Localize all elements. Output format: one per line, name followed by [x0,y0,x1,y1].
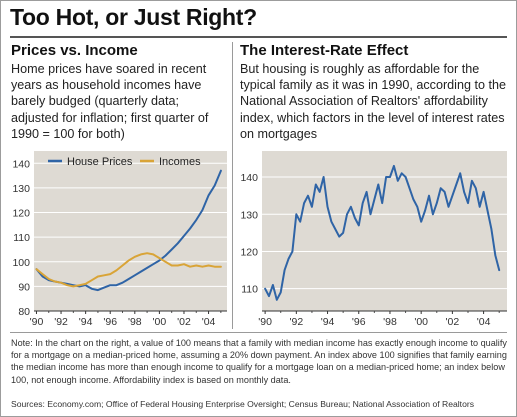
x-tick-label: '00 [414,316,428,328]
sources-line: Sources: Economy.com; Office of Federal … [11,399,475,409]
x-tick-label: '90 [258,316,272,328]
legend-label: House Prices [67,156,133,168]
x-tick-label: '96 [103,316,117,328]
series-line [35,252,222,288]
x-tick-label: '98 [383,316,397,328]
left-description: Home prices have soared in recent years … [11,62,209,141]
x-tick-label: '00 [153,316,167,328]
y-tick-label: 130 [240,209,258,221]
right-description: But housing is roughly as affordable for… [240,62,506,141]
x-tick-label: '90 [30,316,44,328]
x-tick-label: '92 [54,316,68,328]
y-tick-label: 110 [13,232,30,244]
y-tick-label: 100 [12,257,30,269]
x-tick-label: '04 [477,316,491,328]
chart-note: Note: In the chart on the right, a value… [11,338,507,385]
legend-label: Incomes [159,156,201,168]
y-tick-label: 120 [12,208,30,220]
notes-rule [10,332,507,333]
right-subtitle: The Interest-Rate Effect [240,42,409,59]
y-tick-label: 90 [18,281,30,293]
y-tick-label: 80 [18,306,30,318]
y-tick-label: 140 [12,158,30,170]
y-tick-label: 110 [241,284,258,296]
x-tick-label: '94 [79,316,93,328]
affordability-index-chart: 110 120 130 140 '90 '92 '94 '96 '98 '00 '02 '04 [240,151,507,328]
panel-divider [232,42,233,329]
x-tick-label: '96 [352,316,366,328]
x-tick-label: '02 [446,316,460,328]
series-line [264,164,501,301]
x-tick-label: '98 [128,316,142,328]
y-tick-label: 130 [12,183,30,195]
x-tick-label: '04 [202,316,216,328]
x-tick-label: '02 [177,316,191,328]
plot-area [262,151,507,311]
y-tick-label: 120 [240,246,258,258]
prices-vs-income-chart: 80 90 100 110 120 130 140 '90 '92 '94 '96 '98 '00 '02… [12,151,227,328]
plot-area [34,151,227,311]
x-tick-label: '92 [289,316,303,328]
y-tick-label: 140 [240,172,258,184]
left-subtitle: Prices vs. Income [11,42,138,59]
x-tick-label: '94 [321,316,335,328]
page-title: Too Hot, or Just Right? [10,4,257,30]
title-rule [10,36,507,38]
series-line [35,169,222,292]
